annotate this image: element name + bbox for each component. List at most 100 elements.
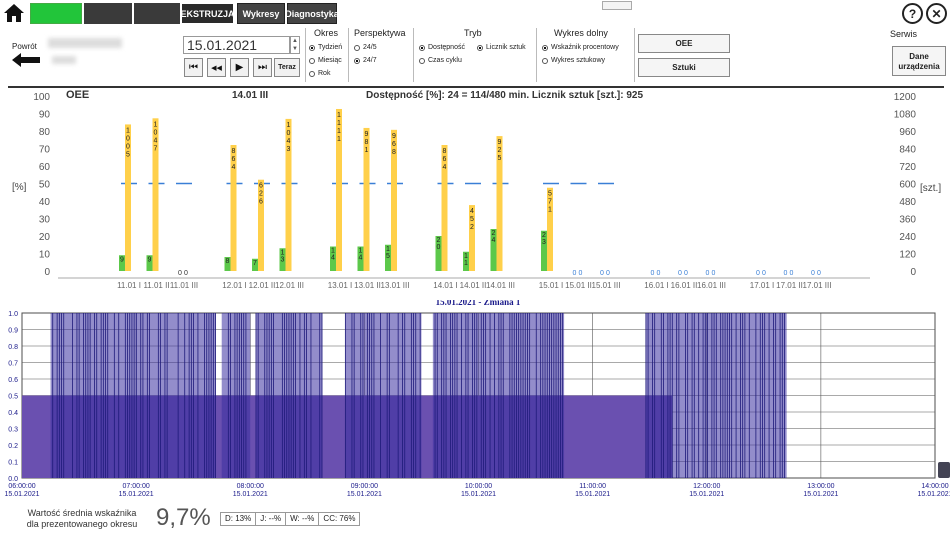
radio-rok[interactable]: Rok [309, 70, 330, 77]
radio-label: Wykres sztukowy [551, 57, 606, 64]
x-tick-date: 15.01.2021 [689, 491, 724, 498]
y-tick-right: 240 [899, 232, 916, 243]
x-tick-label: 14.01 III [486, 281, 515, 290]
divider [305, 28, 306, 82]
bar-count [152, 118, 159, 271]
bar-label-availability: 9 [120, 256, 124, 263]
close-button[interactable]: ✕ [926, 3, 947, 24]
oee-button[interactable]: OEE [638, 34, 730, 53]
rewind-icon: ◀◀ [211, 64, 222, 72]
radio-miesiac[interactable]: Miesiąc [309, 57, 342, 64]
radio-wykres-sztukowy[interactable]: Wykres sztukowy [542, 57, 605, 64]
help-button[interactable]: ? [902, 3, 923, 24]
bar-availability [541, 230, 547, 271]
x-tick-label: 17.01 II [776, 281, 803, 290]
y-tick: 0.7 [8, 361, 18, 368]
tryb-title: Tryb [464, 28, 482, 38]
bar-availability [385, 244, 391, 271]
bar-count [547, 187, 553, 271]
chart-header-date: 14.01 III [232, 90, 268, 101]
date-spinner[interactable]: ▲ ▼ [290, 36, 300, 54]
radio-dostepnosc[interactable]: Dostępność [419, 44, 465, 51]
radio-tydzien[interactable]: Tydzień [309, 44, 342, 51]
radio-dot [309, 44, 315, 51]
stat-cc: CC: 76% [323, 514, 356, 523]
bar-label-count: 0 [684, 270, 688, 277]
home-icon[interactable] [2, 2, 26, 24]
skip-forward-icon: ⏭ [258, 62, 267, 73]
bar-count [391, 129, 397, 271]
x-tick-label: 13.01 II [354, 281, 381, 290]
radio-licznik-sztuk[interactable]: Licznik sztuk [477, 44, 526, 51]
play-icon: ▶ [235, 62, 244, 73]
bar-availability [435, 236, 442, 271]
machine-tab-2[interactable] [84, 3, 132, 24]
x-tick-time: 09:00:00 [351, 483, 378, 490]
dane-line2: urządzenia [898, 62, 940, 71]
bar-label-availability: 0 [784, 270, 788, 277]
bar-count [496, 136, 503, 271]
bar-label-availability: 9 [148, 256, 152, 263]
bar-label-count: 0 [712, 270, 716, 277]
x-tick-time: 11:00:00 [579, 483, 606, 490]
radio-dot [419, 57, 425, 64]
next-period-button[interactable]: ▶ [230, 58, 249, 77]
bar-label-count: 0 [762, 270, 766, 277]
y-tick: 0.5 [8, 394, 18, 401]
sztuki-button[interactable]: Sztuki [638, 58, 730, 77]
y-tick-right: 600 [899, 180, 916, 191]
avg-value: 9,7% [156, 504, 211, 531]
first-period-button[interactable]: ⏮ [184, 58, 203, 77]
oee-chart: OEE 14.01 III Dostępność [%]: 24 = 114/480… [12, 89, 941, 290]
y-tick: 1.0 [8, 311, 18, 318]
bar-label-availability: 0 [678, 270, 682, 277]
running-period [345, 313, 422, 478]
dane-urzadzenia-button[interactable]: Dane urządzenia [892, 46, 946, 76]
bar-availability [252, 258, 258, 271]
x-tick-date: 15.01.2021 [803, 491, 838, 498]
machine-tab-3[interactable] [134, 3, 180, 24]
radio-czas-cyklu[interactable]: Czas cyklu [419, 57, 462, 64]
radio-24-5[interactable]: 24/5 [354, 44, 377, 51]
radio-dot [542, 57, 548, 64]
skip-back-icon: ⏮ [189, 62, 198, 73]
machine-status-tab[interactable] [30, 3, 82, 24]
bar-count [125, 124, 131, 271]
radio-dot [542, 44, 548, 51]
machine-name-blurred [48, 38, 122, 48]
prev-period-button[interactable]: ◀◀ [207, 58, 226, 77]
y-tick: 0.9 [8, 328, 18, 335]
y-tick-left: 50 [39, 180, 51, 191]
avg-label-line1: Wartość średnia wskaźnika [27, 508, 137, 518]
side-panel-handle[interactable] [938, 462, 950, 478]
teraz-button[interactable]: Teraz [274, 58, 300, 77]
tab-ekstruzja[interactable]: EKSTRUZJA [181, 3, 235, 24]
radio-24-7[interactable]: 24/7 [354, 57, 377, 64]
window-mini-control[interactable] [602, 1, 632, 10]
chart-top-border [8, 86, 944, 88]
back-arrow-icon[interactable] [12, 52, 40, 68]
bar-label-availability: 0 [651, 270, 655, 277]
x-tick-label: 11.01 II [143, 281, 169, 290]
bar-label-availability: 7 [253, 260, 257, 267]
y-tick-right: 840 [899, 145, 916, 156]
tab-diagnostyka[interactable]: Diagnostyka [285, 3, 339, 24]
radio-wskaznik[interactable]: Wskaźnik procentowy [542, 44, 619, 51]
date-input[interactable]: 15.01.2021 [183, 36, 290, 54]
bar-label-availability: 8 [226, 258, 230, 265]
stat-j: J: --% [256, 513, 287, 525]
running-period [50, 313, 217, 478]
x-tick-time: 08:00:00 [237, 483, 264, 490]
y-tick-right: 480 [899, 197, 916, 208]
bar-availability [330, 246, 336, 271]
last-period-button[interactable]: ⏭ [253, 58, 272, 77]
tab-wykresy[interactable]: Wykresy [237, 3, 285, 24]
